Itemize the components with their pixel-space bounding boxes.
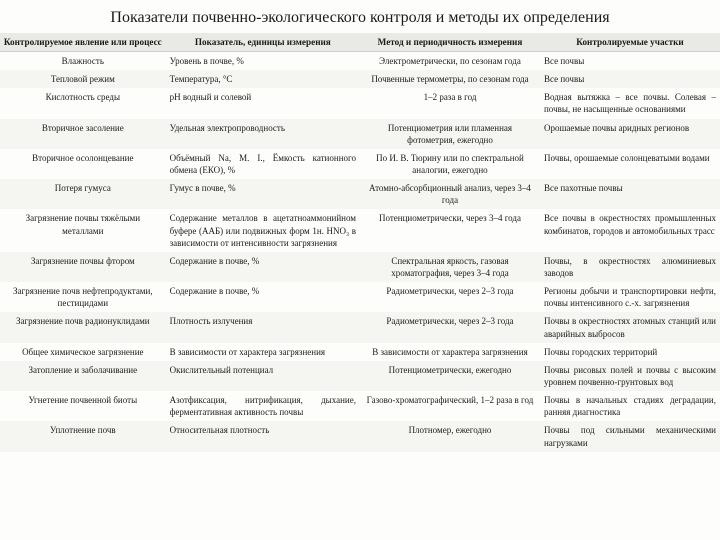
header-cell: Метод и периодичность измерения xyxy=(360,33,540,52)
table-cell: Загрязнение почв нефтепродуктами, пестиц… xyxy=(0,282,166,312)
table-cell: Азотфиксация, нитрификация, дыхание, фер… xyxy=(166,391,360,421)
table-cell: Температура, °С xyxy=(166,70,360,88)
table-cell: Почвы под сильными механическими нагрузк… xyxy=(540,421,720,451)
table-cell: Все почвы xyxy=(540,70,720,88)
table-cell: Относительная плотность xyxy=(166,421,360,451)
table-cell: Содержание металлов в ацетатноаммонийном… xyxy=(166,209,360,251)
table-cell: Кислотность среды xyxy=(0,88,166,118)
table-cell: Гумус в почве, % xyxy=(166,179,360,209)
table-row: Общее химическое загрязнениеВ зависимост… xyxy=(0,343,720,361)
table-cell: 1–2 раза в год xyxy=(360,88,540,118)
table-row: Вторичное осолонцеваниеОбъёмный Na, М. I… xyxy=(0,149,720,179)
table-cell: Орошаемые почвы аридных регионов xyxy=(540,119,720,149)
table-cell: Радиометрически, через 2–3 года xyxy=(360,312,540,342)
table-row: Загрязнение почвы фторомСодержание в поч… xyxy=(0,252,720,282)
header-cell: Показатель, единицы измерения xyxy=(166,33,360,52)
table-cell: Почвы, в окрестностях алюминиевых заводо… xyxy=(540,252,720,282)
table-row: Угнетение почвенной биотыАзотфиксация, н… xyxy=(0,391,720,421)
table-row: Уплотнение почвОтносительная плотностьПл… xyxy=(0,421,720,451)
table-cell: Затопление и заболачивание xyxy=(0,361,166,391)
table-cell: Почвенные термометры, по сезонам года xyxy=(360,70,540,88)
header-row: Контролируемое явление или процесс Показ… xyxy=(0,33,720,52)
header-cell: Контролируемые участки xyxy=(540,33,720,52)
table-cell: Вторичное засоление xyxy=(0,119,166,149)
table-cell: Плотность излучения xyxy=(166,312,360,342)
table-cell: В зависимости от характера загрязнения xyxy=(360,343,540,361)
table-cell: Загрязнение почвы тяжёлыми металлами xyxy=(0,209,166,251)
table-cell: Регионы добычи и транспортировки нефти, … xyxy=(540,282,720,312)
table-row: Загрязнение почвы тяжёлыми металламиСоде… xyxy=(0,209,720,251)
table-cell: Почвы, орошаемые солонцеватыми водами xyxy=(540,149,720,179)
table-cell: Атомно-абсорбционный анализ, через 3–4 г… xyxy=(360,179,540,209)
data-table: Контролируемое явление или процесс Показ… xyxy=(0,33,720,452)
page-title: Показатели почвенно-экологического контр… xyxy=(0,0,720,33)
table-cell: Содержание в почве, % xyxy=(166,252,360,282)
table-row: Кислотность средырН водный и солевой1–2 … xyxy=(0,88,720,118)
table-cell: Потенциометрия или пламенная фотометрия,… xyxy=(360,119,540,149)
table-cell: Вторичное осолонцевание xyxy=(0,149,166,179)
table-cell: Газово-хроматографический, 1–2 раза в го… xyxy=(360,391,540,421)
table-row: Тепловой режимТемпература, °СПочвенные т… xyxy=(0,70,720,88)
table-cell: Окислительный потенциал xyxy=(166,361,360,391)
table-cell: Потенциометрически, ежегодно xyxy=(360,361,540,391)
table-cell: Электрометрически, по сезонам года xyxy=(360,52,540,71)
table-cell: Почвы городских территорий xyxy=(540,343,720,361)
table-cell: Угнетение почвенной биоты xyxy=(0,391,166,421)
table-row: Загрязнение почв радионуклидамиПлотность… xyxy=(0,312,720,342)
table-cell: Влажность xyxy=(0,52,166,71)
table-cell: Плотномер, ежегодно xyxy=(360,421,540,451)
table-cell: Общее химическое загрязнение xyxy=(0,343,166,361)
table-cell: Все пахотные почвы xyxy=(540,179,720,209)
table-cell: Уплотнение почв xyxy=(0,421,166,451)
table-cell: Содержание в почве, % xyxy=(166,282,360,312)
table-cell: Радиометрически, через 2–3 года xyxy=(360,282,540,312)
table-cell: По И. В. Тюрину или по спектральной анал… xyxy=(360,149,540,179)
table-row: Вторичное засолениеУдельная электропрово… xyxy=(0,119,720,149)
table-cell: Объёмный Na, М. I., Ёмкость катионного о… xyxy=(166,149,360,179)
table-cell: Почвы в начальных стадиях деградации, ра… xyxy=(540,391,720,421)
header-cell: Контролируемое явление или процесс xyxy=(0,33,166,52)
table-cell: Водная вытяжка – все почвы. Солевая – по… xyxy=(540,88,720,118)
table-cell: Потеря гумуса xyxy=(0,179,166,209)
table-cell: Загрязнение почв радионуклидами xyxy=(0,312,166,342)
table-cell: Тепловой режим xyxy=(0,70,166,88)
table-cell: Загрязнение почвы фтором xyxy=(0,252,166,282)
table-row: Загрязнение почв нефтепродуктами, пестиц… xyxy=(0,282,720,312)
table-cell: Уровень в почве, % xyxy=(166,52,360,71)
table-row: ВлажностьУровень в почве, %Электрометрич… xyxy=(0,52,720,71)
table-cell: Все почвы xyxy=(540,52,720,71)
table-row: Затопление и заболачиваниеОкислительный … xyxy=(0,361,720,391)
table-row: Потеря гумусаГумус в почве, %Атомно-абсо… xyxy=(0,179,720,209)
table-cell: Потенциометрически, через 3–4 года xyxy=(360,209,540,251)
table-cell: Удельная электропроводность xyxy=(166,119,360,149)
table-cell: рН водный и солевой xyxy=(166,88,360,118)
table-cell: В зависимости от характера загрязнения xyxy=(166,343,360,361)
table-cell: Все почвы в окрестностях промышленных ко… xyxy=(540,209,720,251)
table-cell: Почвы в окрестностях атомных станций или… xyxy=(540,312,720,342)
table-cell: Почвы рисовых полей и почвы с высоким ур… xyxy=(540,361,720,391)
table-cell: Спектральная яркость, газовая хроматогра… xyxy=(360,252,540,282)
